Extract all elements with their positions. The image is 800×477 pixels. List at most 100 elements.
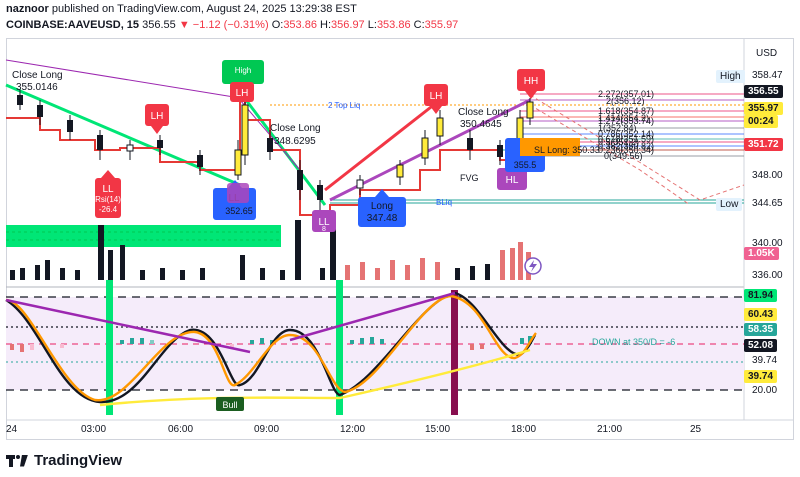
svg-text:352.65: 352.65 (225, 206, 253, 216)
low-value: 353.86 (376, 19, 411, 31)
svg-text:355.5: 355.5 (514, 160, 537, 170)
symbol-legend: COINBASE:AAVEUSD, 15 356.55 ▼ −1.12 (−0.… (6, 19, 458, 31)
time-tick: 06:00 (168, 424, 194, 435)
ll-bubble[interactable]: LL 8 (312, 210, 336, 233)
svg-text:LH: LH (151, 111, 164, 122)
price-tick: 336.00 (752, 270, 783, 281)
svg-text:1.272(353.74): 1.272(353.74) (598, 116, 654, 126)
time-tick: 21:00 (597, 424, 623, 435)
osc-bull-line (99, 348, 531, 407)
price-level-tag: 351.72 (744, 138, 783, 151)
lh-bubble[interactable]: LH (145, 104, 169, 134)
price-tick: 340.00 (752, 238, 783, 249)
svg-text:0(349.56): 0(349.56) (604, 151, 643, 161)
svg-text:1(352.84): 1(352.84) (598, 123, 637, 133)
high-marker-label: High (716, 70, 745, 83)
last-price: 356.55 (142, 19, 176, 31)
brand-name: TradingView (34, 452, 123, 469)
svg-text:High: High (235, 66, 251, 75)
svg-text:347.48: 347.48 (367, 213, 398, 224)
ll-bubble[interactable]: LL Rsi(14) -26.4 (95, 170, 121, 218)
fib-labels: 2.272(357.01) 2(356.12) 1.618(354.87) 1.… (598, 89, 654, 161)
red-trendline (324, 98, 441, 192)
sl-long-zone (520, 138, 580, 156)
fib-levels (520, 93, 744, 157)
high-bubble[interactable]: High (222, 60, 264, 84)
tradingview-brand[interactable]: TradingView (6, 452, 122, 469)
last-price-tag: 356.55 (744, 85, 783, 98)
svg-text:LL: LL (102, 184, 114, 195)
publish-text: published on TradingView.com, August 24,… (51, 3, 357, 15)
projection-line (529, 104, 691, 206)
ll-bubble-purple[interactable] (227, 183, 249, 203)
candles (17, 90, 534, 210)
close-long-price: 355.0146 (16, 82, 58, 93)
svg-text:2(356.12): 2(356.12) (606, 96, 645, 106)
svg-text:2.272(357.01): 2.272(357.01) (598, 89, 654, 99)
publish-info: naznoor published on TradingView.com, Au… (6, 3, 357, 15)
svg-text:-26.4: -26.4 (99, 205, 118, 214)
svg-text:LH: LH (236, 88, 249, 99)
demand-zone (6, 225, 281, 247)
low-marker-label: Low (716, 198, 743, 211)
osc-value-tag: 52.08 (744, 339, 778, 352)
time-tick: 25 (690, 424, 702, 435)
price-tick: 348.00 (752, 170, 783, 181)
close-value: 355.97 (424, 19, 459, 31)
author-name[interactable]: naznoor (6, 3, 49, 15)
osc-signal-bar (451, 290, 458, 415)
volume-tag: 1.05K (744, 247, 779, 260)
fvg-label: FVG (460, 173, 479, 183)
osc-divergence-line (289, 291, 456, 342)
svg-text:0.5(351.2): 0.5(351.2) (598, 137, 639, 147)
svg-text:Long: Long (371, 201, 393, 212)
top-liq-label: 2 Top Liq (328, 101, 360, 110)
osc-tick: 39.74 (752, 355, 778, 366)
close-long-price: 348.6295 (274, 136, 316, 147)
symbol-name[interactable]: COINBASE:AAVEUSD, 15 (6, 19, 140, 31)
osc-value-tag: 39.74 (744, 370, 778, 383)
svg-text:LH: LH (430, 91, 443, 102)
svg-text:0.236(350.34): 0.236(350.34) (598, 145, 654, 155)
projection-line (529, 94, 745, 201)
hh-bubble[interactable]: HH (517, 69, 545, 99)
svg-text:HL: HL (506, 175, 519, 186)
high-label: H: (320, 19, 332, 31)
lh-bubble[interactable]: LH (424, 84, 448, 114)
osc-value-tag: 81.94 (744, 289, 778, 302)
time-tick: 03:00 (81, 424, 107, 435)
svg-text:1.414(354.2): 1.414(354.2) (598, 113, 649, 123)
osc-tick: 20.00 (752, 385, 778, 396)
low-label: L: (367, 19, 377, 31)
supertrend-line (6, 99, 530, 216)
low-marker-value: 344.65 (752, 198, 783, 209)
svg-text:0.618(351.59): 0.618(351.59) (598, 134, 654, 144)
b-liq-label: BLiq (436, 198, 452, 207)
hl-bubble[interactable]: HL (497, 168, 527, 190)
osc-divergence-line (5, 298, 251, 354)
currency-label[interactable]: USD (756, 48, 778, 59)
svg-text:0.382(350.82): 0.382(350.82) (598, 141, 654, 151)
svg-text:0.786(352.14): 0.786(352.14) (598, 129, 654, 139)
close-long-label: Close Long (458, 107, 509, 118)
svg-text:LL: LL (318, 217, 330, 228)
price-change: −1.12 (−0.31%) (192, 19, 269, 31)
down-note: DOWN at 350/D = -6 (592, 337, 675, 347)
time-tick: 18:00 (511, 424, 537, 435)
osc-signal-bar (336, 280, 343, 415)
osc-value-tag: 58.35 (744, 323, 778, 336)
alert-icon[interactable] (524, 257, 542, 275)
green-trendline (238, 91, 327, 206)
svg-text:1.618(354.87): 1.618(354.87) (598, 106, 654, 116)
long-bubble[interactable]: Long 347.48 (358, 189, 406, 227)
open-label: O: (271, 19, 284, 31)
time-tick: 15:00 (425, 424, 451, 435)
bull-label[interactable]: Bull (216, 397, 244, 411)
time-tick: 12:00 (340, 424, 366, 435)
oscillator-signal-line (5, 291, 537, 404)
close-long-label: Close Long (270, 123, 321, 134)
osc-value-tag: 60.43 (744, 308, 778, 321)
lh-bubble[interactable]: LH (230, 82, 254, 102)
oscillator-main-line (5, 294, 537, 402)
